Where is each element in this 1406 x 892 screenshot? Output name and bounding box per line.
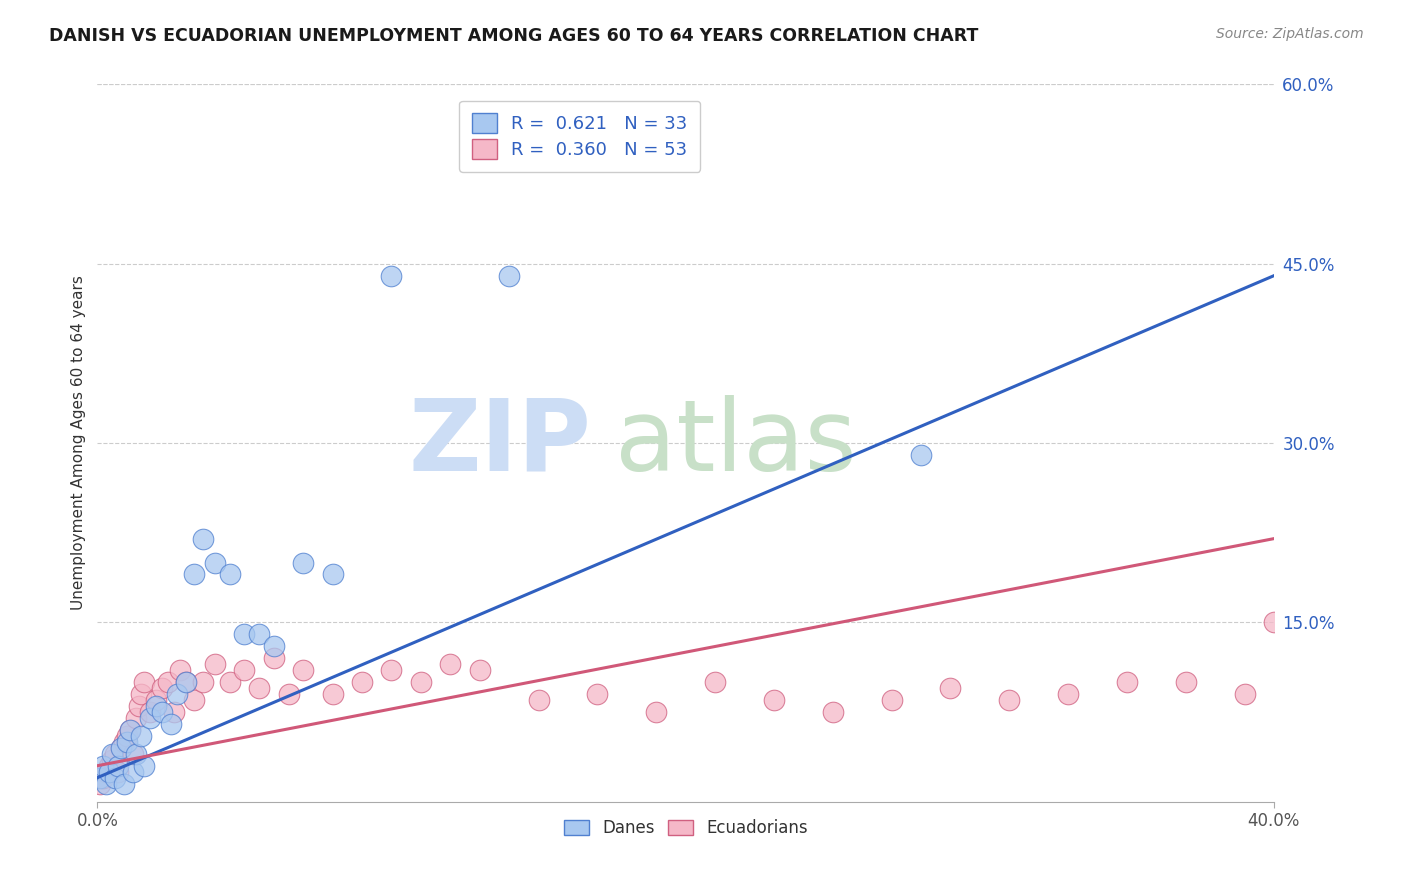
Point [101,753,124,767]
Point [128,698,150,713]
Point [247,681,270,695]
Point [322,567,344,582]
Point [439,657,461,672]
Point [96,777,118,791]
Point [880,693,903,707]
Point [1263,615,1285,630]
Point [277,687,299,701]
Point [193,532,215,546]
Point [174,675,197,690]
Point [1174,675,1197,690]
Point [121,747,143,761]
Point [821,705,844,719]
Point [139,705,162,719]
Point [527,693,550,707]
Point [1233,687,1256,701]
Point [166,687,188,701]
Point [233,663,256,677]
Point [183,567,205,582]
Point [98,764,121,779]
Point [139,711,162,725]
Point [409,675,432,690]
Point [204,556,226,570]
Point [169,663,191,677]
Point [110,740,132,755]
Point [998,693,1021,707]
Point [1057,687,1080,701]
Point [160,717,183,731]
Point [89,777,111,791]
Point [247,627,270,641]
Point [468,663,491,677]
Point [104,747,127,761]
Point [183,693,205,707]
Point [107,758,129,772]
Point [121,764,143,779]
Point [112,777,135,791]
Point [131,729,153,743]
Point [104,771,127,785]
Point [134,675,156,690]
Point [96,764,118,779]
Point [939,681,962,695]
Point [586,687,609,701]
Point [204,657,226,672]
Point [1292,615,1315,630]
Point [110,740,132,755]
Text: DANISH VS ECUADORIAN UNEMPLOYMENT AMONG AGES 60 TO 64 YEARS CORRELATION CHART: DANISH VS ECUADORIAN UNEMPLOYMENT AMONG … [49,27,979,45]
Point [292,663,315,677]
Text: atlas: atlas [614,394,856,491]
Point [645,705,668,719]
Point [352,675,374,690]
Point [98,758,121,772]
Point [380,268,402,283]
Point [380,663,402,677]
Point [124,711,146,725]
Point [233,627,256,641]
Point [1115,675,1137,690]
Point [263,651,285,665]
Point [145,698,167,713]
Point [89,771,111,785]
Point [762,693,785,707]
Legend: Danes, Ecuadorians: Danes, Ecuadorians [557,812,814,844]
Point [91,758,114,772]
Point [145,693,167,707]
Point [910,448,932,462]
Point [131,687,153,701]
Point [156,675,179,690]
Point [115,735,138,749]
Point [174,675,197,690]
Point [193,675,215,690]
Point [112,735,135,749]
Point [134,758,156,772]
Point [218,675,240,690]
Point [150,681,173,695]
Point [163,705,186,719]
Point [322,687,344,701]
Point [115,729,138,743]
Point [101,747,124,761]
Text: ZIP: ZIP [409,394,592,491]
Point [292,556,315,570]
Point [124,747,146,761]
Point [91,771,114,785]
Point [218,567,240,582]
Point [150,705,173,719]
Point [118,723,141,737]
Point [704,675,727,690]
Point [498,268,520,283]
Point [107,764,129,779]
Y-axis label: Unemployment Among Ages 60 to 64 years: Unemployment Among Ages 60 to 64 years [72,276,86,610]
Text: Source: ZipAtlas.com: Source: ZipAtlas.com [1216,27,1364,41]
Point [263,639,285,653]
Point [118,723,141,737]
